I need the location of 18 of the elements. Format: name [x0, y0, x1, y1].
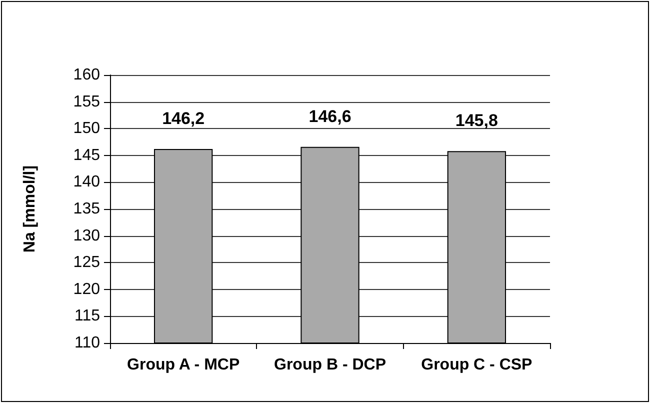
data-label: 146,6 — [308, 106, 352, 126]
data-label: 146,2 — [162, 108, 205, 128]
y-tick-label: 130 — [73, 227, 100, 244]
y-tick-label: 155 — [73, 93, 100, 110]
y-axis-title: Na [mmol/l] — [22, 165, 38, 253]
x-tick-label: Group A - MCP — [127, 356, 240, 374]
y-tick-label: 160 — [73, 66, 100, 84]
y-tick-label: 110 — [74, 334, 100, 352]
y-tick-label: 125 — [73, 254, 100, 272]
y-tick-label: 150 — [73, 120, 100, 138]
y-tick-label: 145 — [73, 146, 100, 164]
y-tick-label: 140 — [73, 174, 100, 191]
y-tick-label: 120 — [73, 280, 100, 298]
x-tick-label: Group C - CSP — [421, 356, 533, 374]
x-tick-label: Group B - DCP — [274, 356, 386, 374]
y-tick-label: 115 — [74, 308, 100, 325]
y-tick-label: 135 — [73, 200, 100, 218]
data-label: 145,8 — [455, 111, 498, 130]
